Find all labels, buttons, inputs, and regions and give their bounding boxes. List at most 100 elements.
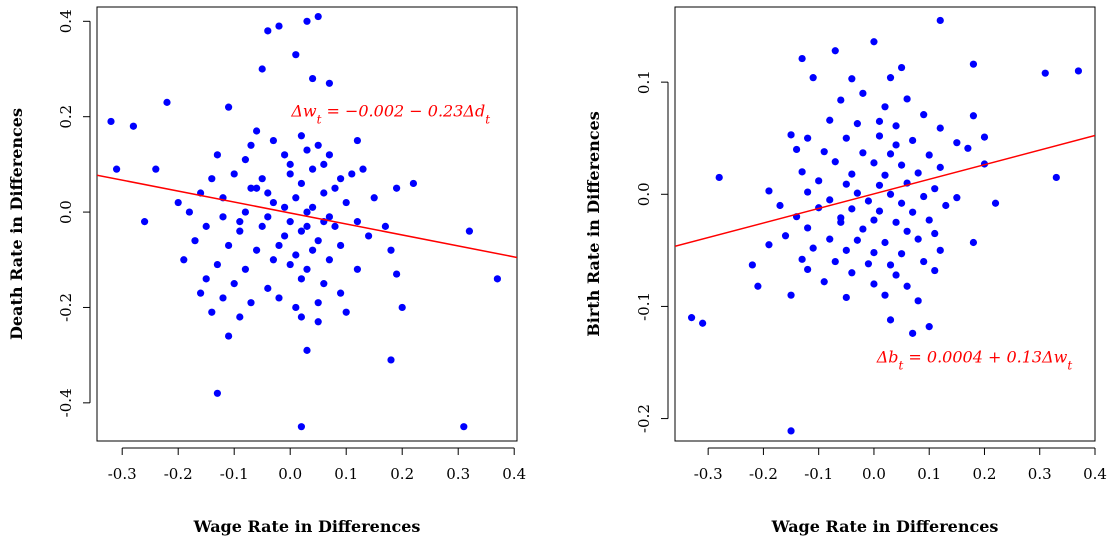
birth-y-tick-label: 0.0 [635, 182, 653, 206]
death-data-point [303, 17, 311, 25]
death-data-point [292, 194, 300, 202]
birth-data-point [853, 189, 861, 197]
birth-data-point [853, 236, 861, 244]
death-data-point [275, 22, 283, 30]
birth-data-point [842, 293, 850, 302]
death-data-point [264, 284, 272, 292]
birth-x-tick-label: -0.1 [804, 465, 833, 483]
death-data-point [247, 184, 255, 192]
death-data-point [253, 184, 261, 192]
death-x-tick-label: -0.3 [108, 465, 137, 483]
death-data-point [370, 194, 378, 202]
birth-data-point [859, 149, 867, 157]
death-data-point [297, 179, 305, 188]
birth-x-axis-title: Wage Rate in Differences [771, 517, 999, 536]
death-data-point [387, 246, 395, 254]
death-x-tick-label: 0.3 [446, 465, 470, 483]
birth-data-point [837, 218, 845, 226]
death-data-point [353, 265, 361, 273]
death-data-point [320, 160, 328, 168]
death-data-point [241, 156, 249, 164]
birth-y-tick-label: -0.1 [635, 292, 653, 321]
birth-data-point [881, 291, 889, 299]
birth-data-point [842, 134, 850, 142]
birth-data-point [942, 201, 950, 210]
death-data-point [303, 222, 311, 230]
death-regression-line [97, 174, 517, 259]
birth-data-point [842, 180, 850, 188]
death-data-point [152, 165, 160, 173]
death-regression-equation: Δwt = −0.002 − 0.23Δdt [290, 102, 490, 127]
death-data-point [331, 184, 339, 192]
death-data-point [275, 294, 283, 302]
birth-data-point [969, 60, 978, 68]
birth-data-point [715, 173, 723, 182]
death-data-point [258, 65, 266, 73]
death-data-point [493, 275, 501, 283]
death-data-point [314, 12, 322, 21]
death-data-point [208, 175, 216, 183]
birth-data-point [886, 261, 895, 269]
birth-data-point [931, 266, 939, 275]
death-data-point [292, 51, 300, 59]
birth-data-point [897, 250, 906, 258]
birth-y-axis-title: Birth Rate in Differences [584, 111, 603, 337]
birth-data-point [787, 427, 795, 435]
birth-data-point [870, 38, 878, 46]
death-data-point [325, 213, 333, 221]
birth-data-point [826, 235, 834, 243]
death-plot-frame [96, 6, 518, 442]
birth-data-point [892, 218, 900, 226]
birth-data-point [920, 192, 928, 201]
birth-data-point [881, 103, 889, 111]
birth-data-point [687, 314, 696, 322]
death-data-point [314, 299, 322, 307]
death-data-point [269, 198, 277, 207]
death-data-point [303, 146, 311, 154]
birth-x-tick-label: 0.4 [1083, 465, 1107, 483]
death-data-point [303, 265, 311, 273]
birth-data-point [936, 16, 944, 25]
death-data-point [286, 160, 294, 168]
death-data-point [297, 132, 305, 140]
birth-data-point [859, 89, 867, 97]
birth-data-point [914, 297, 922, 305]
birth-data-point [886, 74, 895, 82]
birth-data-point [914, 235, 922, 243]
birth-data-point [798, 168, 806, 176]
birth-data-point [931, 229, 939, 238]
birth-data-point [897, 199, 906, 207]
death-data-point [180, 256, 188, 264]
birth-data-point [870, 159, 878, 167]
birth-data-point [820, 278, 828, 286]
death-data-point [241, 208, 249, 216]
death-data-point [174, 198, 182, 207]
birth-data-point [864, 260, 873, 268]
birth-data-point [953, 194, 961, 202]
death-data-point [365, 232, 373, 240]
death-y-tick-label: 0.2 [57, 105, 75, 129]
birth-data-point [964, 144, 972, 152]
birth-data-point [848, 269, 856, 277]
birth-data-point [853, 120, 861, 128]
birth-data-point [820, 148, 828, 156]
birth-data-point [909, 329, 917, 337]
death-data-point [320, 189, 328, 197]
death-data-point [219, 294, 227, 302]
death-data-point [309, 165, 317, 173]
death-data-point [264, 213, 272, 221]
death-data-point [398, 303, 406, 312]
birth-data-point [776, 201, 784, 210]
birth-data-point [920, 257, 928, 266]
birth-data-point [1041, 69, 1049, 77]
birth-data-point [886, 316, 895, 324]
birth-data-point [864, 197, 873, 205]
birth-data-point [826, 116, 834, 124]
death-x-tick-label: 0.0 [278, 465, 302, 483]
death-data-point [141, 218, 149, 226]
death-data-point [337, 289, 345, 297]
death-data-point [353, 218, 361, 226]
birth-data-layer [675, 16, 1095, 435]
birth-regression-equation: Δbt = 0.0004 + 0.13Δwt [876, 347, 1073, 372]
